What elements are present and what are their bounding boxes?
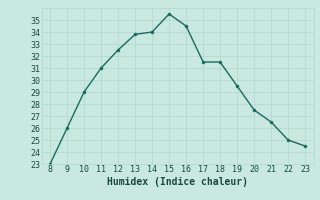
X-axis label: Humidex (Indice chaleur): Humidex (Indice chaleur) xyxy=(107,177,248,187)
